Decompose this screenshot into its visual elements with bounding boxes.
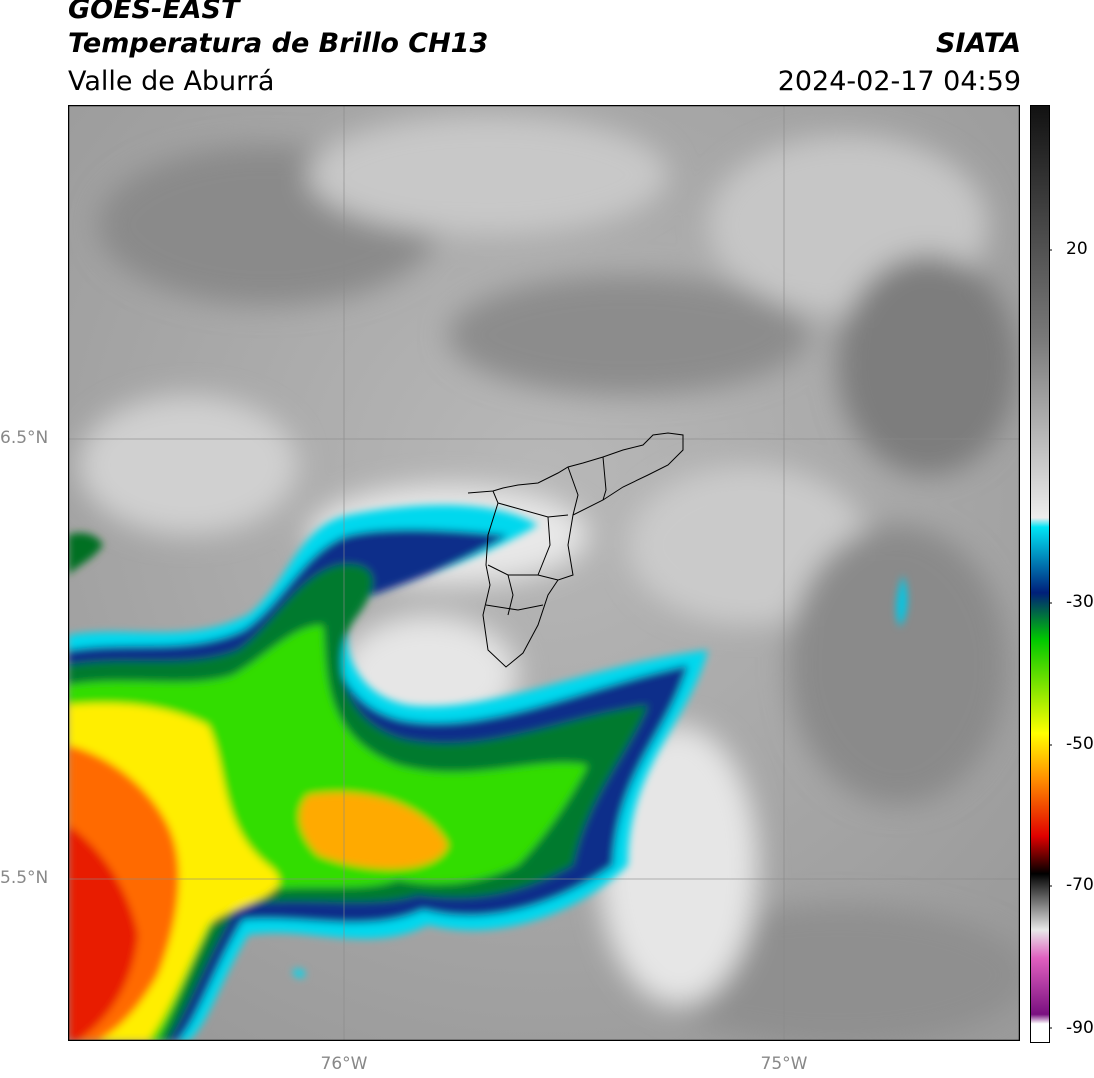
timestamp-label: 2024-02-17 04:59 [777, 66, 1021, 97]
colorbar-label--50: -50 [1066, 734, 1094, 754]
satellite-title: GOES-EAST [68, 0, 240, 25]
colorbar-label-20: 20 [1066, 239, 1088, 259]
region-label: Valle de Aburrá [68, 66, 275, 97]
lat-label-5.5: 5.5°N [0, 868, 49, 888]
lon-label-75: 75°W [760, 1054, 808, 1074]
product-title: Temperatura de Brillo CH13 [68, 28, 489, 59]
colorbar-label--30: -30 [1066, 592, 1094, 612]
colorbar-label--70: -70 [1066, 875, 1094, 895]
agency-label: SIATA [935, 28, 1021, 59]
colorbar [1030, 105, 1052, 1043]
lat-label-6.5: 6.5°N [0, 428, 49, 448]
colorbar-label--90: -90 [1066, 1018, 1094, 1038]
municipal-boundaries [467, 432, 684, 668]
lon-label-76: 76°W [320, 1054, 368, 1074]
satellite-map [68, 105, 1020, 1041]
